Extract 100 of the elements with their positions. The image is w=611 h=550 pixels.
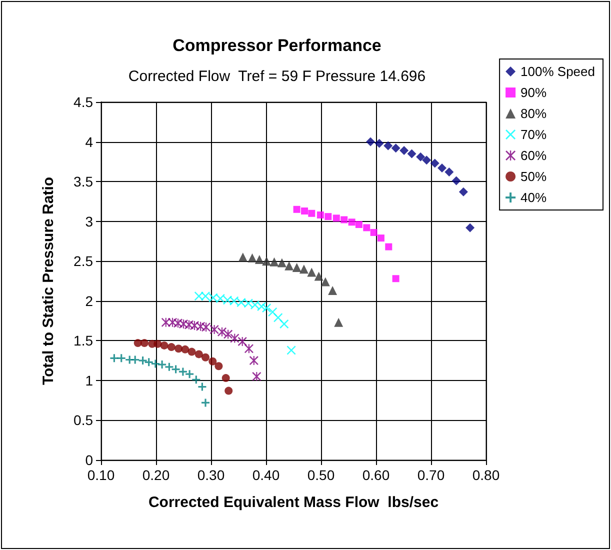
y-tick-label: 4 [85,134,94,150]
x-tick-label: 0.60 [362,467,390,483]
point [328,286,338,296]
point [198,382,206,391]
point [131,356,140,364]
point [208,357,217,366]
point [284,261,294,270]
point [334,318,344,327]
point [466,223,475,232]
point [174,344,183,353]
y-tick-label: 2 [85,292,94,309]
point [430,158,440,168]
point [292,262,302,272]
point [134,339,142,348]
point [452,176,461,186]
point [374,138,384,148]
point [252,372,262,381]
point [202,353,210,362]
point [138,356,147,365]
y-tick-label: 4.5 [74,94,94,110]
point [192,376,200,384]
point [140,339,148,348]
point [165,362,174,371]
x-tick-label: 0.10 [87,467,115,483]
point [238,252,248,262]
point [194,350,203,358]
point [400,146,409,156]
point [316,211,324,218]
point [248,253,257,262]
point [172,365,180,374]
y-tick-label: 0.5 [74,412,94,428]
point [188,348,196,356]
legend-label: 60% [520,148,548,163]
legend-label: 80% [520,106,548,121]
point [348,218,356,226]
point [186,370,194,378]
point [366,137,375,146]
y-tick-label: 2.5 [74,253,94,270]
point [238,336,247,346]
point [202,322,211,332]
point [370,228,378,236]
point [384,141,393,150]
point [444,168,454,177]
point [377,234,384,242]
legend-label: 90% [520,85,548,100]
legend-label: 100% Speed [520,64,595,79]
x-tick-label: 0.20 [142,467,170,483]
point [307,268,316,277]
point [391,144,400,153]
point [438,164,446,173]
point [340,216,348,224]
point [407,149,416,158]
point [244,344,254,354]
point [314,272,324,281]
point [308,210,316,217]
point [181,345,190,354]
point [201,292,210,301]
point [222,374,230,382]
point [174,318,182,328]
point [363,224,370,232]
point [117,354,126,362]
legend-label: 40% [520,190,548,205]
point [154,340,162,348]
point [224,330,233,339]
point [230,296,239,306]
point [262,256,272,266]
point [202,398,210,407]
point [254,255,264,264]
x-tick-label: 0.70 [417,467,445,483]
chart-title: Compressor Performance [172,36,382,55]
point [249,356,258,366]
point [299,264,308,274]
y-tick-label: 3 [85,213,94,230]
x-tick-label: 0.50 [307,467,335,483]
point [216,294,225,303]
chart-subtitle: Corrected Flow Tref = 59 F Pressure 14.696 [128,68,426,85]
x-tick-label: 0.30 [197,467,225,483]
point [144,358,153,366]
point [320,277,330,286]
point [422,156,432,165]
point [458,187,468,196]
point [385,243,392,250]
point [178,368,187,376]
x-axis-title: Corrected Equivalent Mass Flow lbs/sec [148,494,439,511]
point [244,298,253,308]
point [210,325,219,334]
point [230,334,240,343]
point [301,207,308,214]
point [250,300,260,310]
point [224,386,233,395]
legend-label: 70% [520,127,548,142]
point [277,258,286,268]
y-tick-label: 3.5 [74,174,94,190]
x-tick-label: 0.80 [472,467,500,483]
point [355,221,362,228]
point [158,360,166,369]
point [392,275,400,282]
y-axis-title: Total to Static Pressure Ratio [40,176,57,386]
y-tick-label: 1 [85,372,94,388]
point [293,206,300,213]
